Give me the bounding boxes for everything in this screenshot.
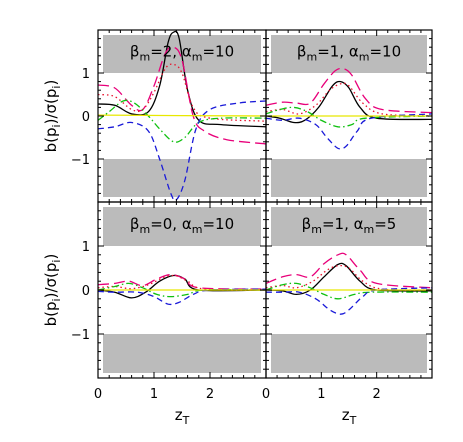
series-line-magenta (266, 67, 432, 114)
series-line-green (266, 106, 432, 128)
y-tick-label: −1 (71, 328, 90, 343)
series-line-blue (266, 287, 432, 315)
panel-title: βm=2, αm=10 (130, 43, 234, 64)
x-axis-label: zT (175, 406, 190, 427)
series-line-blue (98, 288, 266, 306)
panel-title: βm=0, αm=10 (130, 215, 234, 236)
series-line-green (266, 282, 432, 300)
shaded-band (103, 207, 261, 246)
x-tick-label: 2 (373, 387, 381, 402)
shaded-band (271, 159, 427, 197)
shaded-band (103, 159, 261, 197)
y-tick-label: 1 (82, 240, 90, 255)
y-tick-label: 0 (82, 110, 90, 125)
series-line-red (266, 264, 432, 291)
series-line-blue (266, 113, 432, 150)
series-line-magenta (266, 252, 432, 289)
series-line-magenta (98, 273, 266, 290)
x-tick-label: 0 (262, 387, 270, 402)
y-tick-label: −1 (71, 153, 90, 168)
shaded-band (271, 334, 427, 373)
y-tick-label: 1 (82, 67, 90, 82)
shaded-band (271, 207, 427, 246)
series-line-magenta (98, 46, 266, 145)
x-tick-label: 2 (206, 387, 214, 402)
x-tick-label: 1 (317, 387, 325, 402)
series-line-black (266, 80, 432, 124)
x-tick-label: 0 (94, 387, 102, 402)
panel-title: βm=1, αm=10 (297, 43, 401, 64)
series-line-black (98, 274, 266, 299)
series-line-green (98, 282, 266, 298)
shaded-band (103, 334, 261, 373)
y-tick-label: 0 (82, 284, 90, 299)
series-line-red (266, 82, 432, 117)
y-axis-label: b(pi)/σ(pi) (42, 80, 63, 153)
series-line-black (266, 262, 432, 296)
series-line-red (98, 63, 266, 122)
series-line-yellow (98, 114, 266, 117)
series-line-green (98, 99, 266, 143)
y-axis-label: b(pi)/σ(pi) (42, 254, 63, 327)
x-axis-label: zT (342, 406, 357, 427)
series-line-blue (98, 100, 266, 202)
series-line-red (98, 274, 266, 291)
shaded-band (271, 35, 427, 73)
x-tick-label: 1 (150, 387, 158, 402)
panel-title: βm=1, αm=5 (302, 215, 397, 236)
